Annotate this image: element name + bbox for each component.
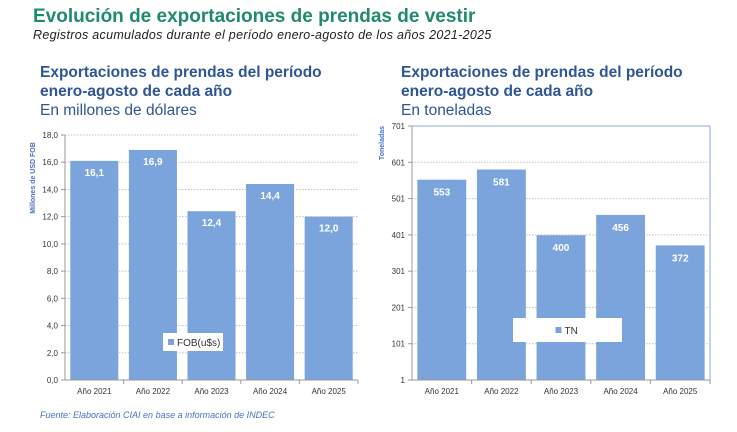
chart-2-legend-swatch <box>555 327 562 333</box>
chart-2-data-label: 456 <box>612 223 629 234</box>
chart-1-y-tick-label: 18,0 <box>42 131 58 140</box>
chart-2-data-label: 553 <box>433 188 450 199</box>
chart-2-title-line1: Exportaciones de prendas del período <box>401 64 683 81</box>
chart-2-y-tick-label: 101 <box>392 340 406 349</box>
chart-1-bar <box>304 216 353 380</box>
chart-2-bar <box>596 214 646 380</box>
source-note: Fuente: Elaboración CIAI en base a infor… <box>40 410 275 420</box>
chart-1-y-tick-label: 0,0 <box>47 376 59 385</box>
chart-2-y-tick-label: 401 <box>392 231 406 240</box>
chart-2-unit-label: En toneladas <box>401 102 492 119</box>
chart-1-x-tick-label: Año 2024 <box>253 387 288 396</box>
chart-1-y-tick-label: 4,0 <box>47 322 59 331</box>
chart-2-bar <box>655 245 705 380</box>
chart-1-data-label: 12,4 <box>202 218 222 229</box>
chart-2-legend-box <box>513 318 622 342</box>
chart-1-y-axis-title: Millones de USD FOB <box>30 142 37 214</box>
chart-1-y-tick-label: 14,0 <box>42 185 58 194</box>
chart-2-legend-label: TN <box>565 326 578 337</box>
chart-1-legend-box <box>163 333 223 351</box>
chart-1-bar <box>70 160 119 380</box>
chart-2-y-tick-label: 201 <box>392 303 406 312</box>
chart-1-x-tick-label: Año 2025 <box>312 387 347 396</box>
chart-1-y-tick-label: 12,0 <box>42 213 58 222</box>
chart-1-x-tick-label: Año 2022 <box>136 387 171 396</box>
chart-1-legend-label: FOB(u$s) <box>177 338 220 349</box>
chart-1-bar <box>246 184 295 380</box>
chart-1-x-tick-label: Año 2021 <box>77 387 112 396</box>
chart-2-y-tick-label: 1 <box>401 376 406 385</box>
chart-1-data-label: 12,0 <box>319 224 339 235</box>
chart-1-y-tick-label: 10,0 <box>42 240 58 249</box>
chart-2-x-tick-label: Año 2021 <box>425 387 460 396</box>
chart-2-bar <box>536 235 586 380</box>
chart-1-data-label: 16,1 <box>85 168 105 179</box>
chart-2-data-label: 372 <box>672 253 689 264</box>
chart-1-title-line2: enero-agosto de cada año <box>40 83 233 100</box>
chart-1-unit-label: En millones de dólares <box>40 102 197 119</box>
chart-2-y-tick-label: 601 <box>392 158 406 167</box>
chart-2-y-axis-title: Toneladas <box>379 126 386 160</box>
chart-1-bar <box>187 211 236 380</box>
chart-2-bar <box>476 169 526 380</box>
chart-1-y-tick-label: 8,0 <box>47 267 59 276</box>
chart-2-data-label: 581 <box>493 178 510 189</box>
chart-2-x-tick-label: Año 2022 <box>484 387 519 396</box>
chart-2-bar <box>417 179 467 380</box>
chart-2-data-label: 400 <box>553 243 570 254</box>
chart-1-y-tick-label: 16,0 <box>42 158 58 167</box>
chart-1-title-line1: Exportaciones de prendas del período <box>40 64 322 81</box>
chart-1-x-tick-label: Año 2023 <box>194 387 229 396</box>
chart-2-x-tick-label: Año 2024 <box>603 387 638 396</box>
page-title: Evolución de exportaciones de prendas de… <box>33 6 476 27</box>
chart-2-title-line2: enero-agosto de cada año <box>401 83 594 100</box>
page-subtitle: Registros acumulados durante el período … <box>33 28 492 42</box>
chart-1-data-label: 14,4 <box>260 191 280 202</box>
chart-2-y-tick-label: 501 <box>392 195 406 204</box>
chart-2-y-tick-label: 301 <box>392 267 406 276</box>
chart-1-y-tick-label: 2,0 <box>47 349 59 358</box>
chart-1-data-label: 16,9 <box>143 157 163 168</box>
chart-2-x-tick-label: Año 2025 <box>663 387 698 396</box>
chart-2-y-tick-label: 701 <box>392 122 406 131</box>
chart-1-legend-swatch <box>168 339 174 345</box>
chart-1-y-tick-label: 6,0 <box>47 294 59 303</box>
chart-2-x-tick-label: Año 2023 <box>544 387 579 396</box>
